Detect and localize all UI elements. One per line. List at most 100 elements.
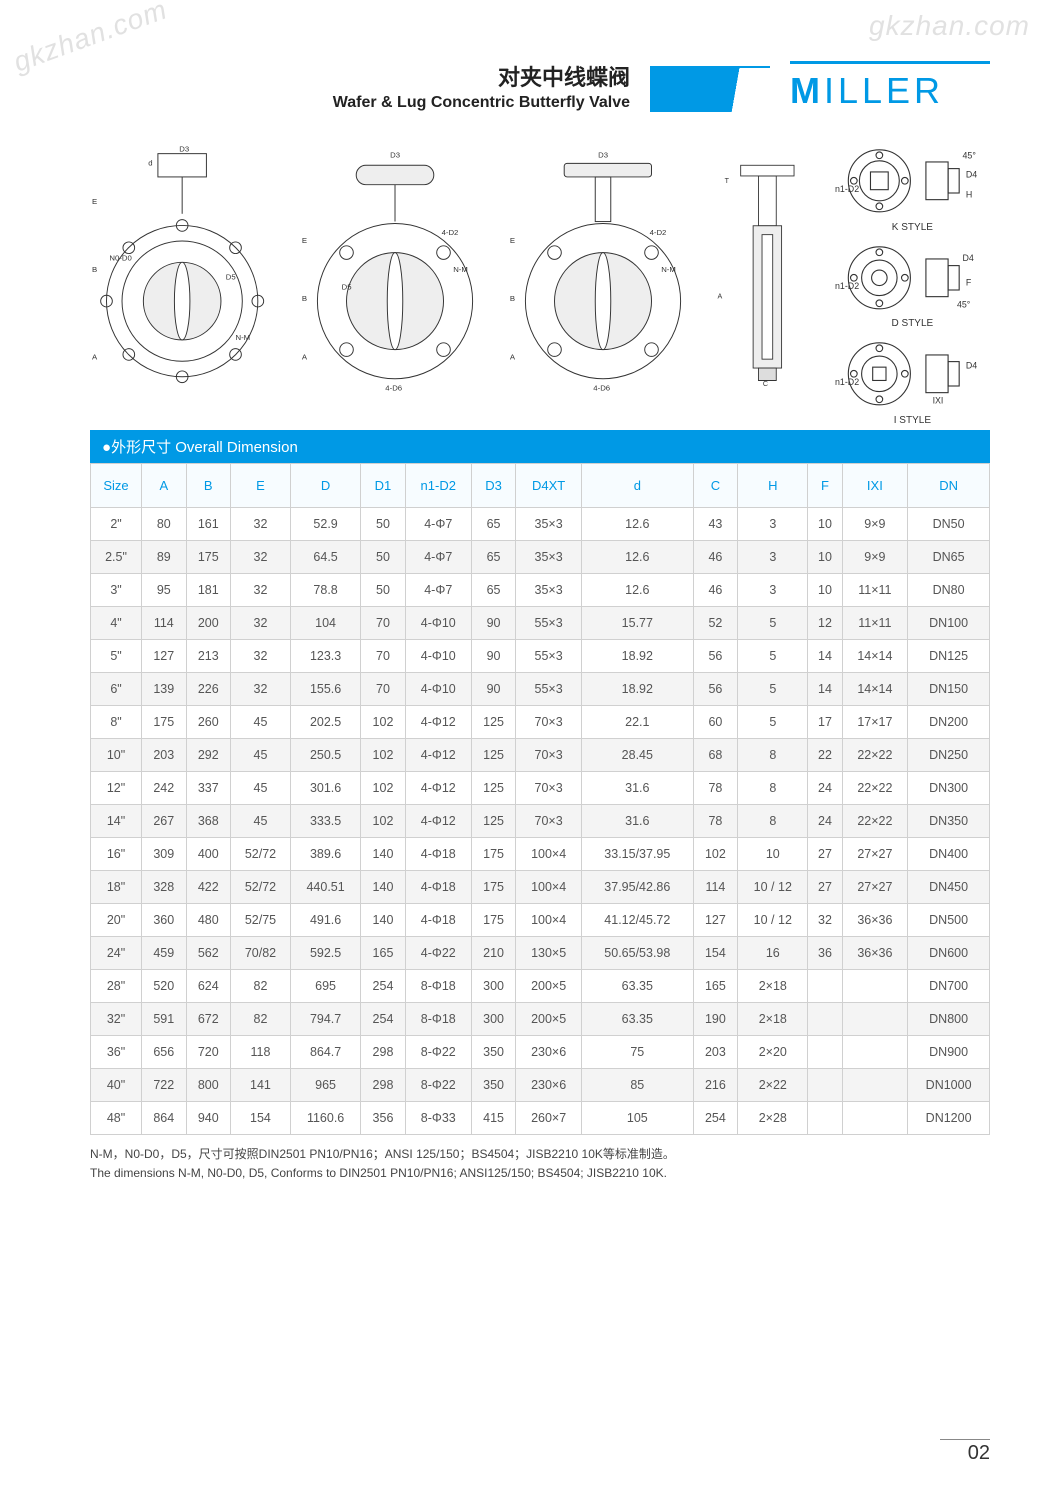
table-cell: 82 [230, 970, 290, 1003]
table-cell: 328 [142, 871, 186, 904]
table-cell: 80 [142, 508, 186, 541]
drawing-lug-front: D3 d E B A N0-D0 D5 N-M [90, 142, 284, 402]
table-cell: 85 [581, 1069, 693, 1102]
table-cell: 155.6 [290, 673, 360, 706]
table-cell: 20" [91, 904, 142, 937]
table-cell: 695 [290, 970, 360, 1003]
table-cell: 298 [361, 1069, 405, 1102]
title-en: Wafer & Lug Concentric Butterfly Valve [90, 94, 630, 112]
table-cell: 90 [471, 640, 515, 673]
table-cell: 267 [142, 805, 186, 838]
table-cell: 70×3 [516, 706, 582, 739]
svg-text:E: E [92, 197, 97, 206]
table-header-cell: D4XT [516, 464, 582, 508]
table-cell: DN250 [908, 739, 990, 772]
table-cell: 11×11 [842, 607, 908, 640]
svg-text:A: A [92, 352, 98, 361]
svg-text:d: d [148, 158, 152, 167]
table-cell: 4-Φ10 [405, 640, 471, 673]
table-cell: 12.6 [581, 508, 693, 541]
table-cell: 213 [186, 640, 230, 673]
table-cell: 254 [693, 1102, 737, 1135]
table-cell: 50 [361, 508, 405, 541]
table-cell: 22 [808, 739, 842, 772]
table-cell: 100×4 [516, 838, 582, 871]
table-row: 16"30940052/72389.61404-Φ18175100×433.15… [91, 838, 990, 871]
table-cell: 36 [808, 937, 842, 970]
table-cell: 181 [186, 574, 230, 607]
brand-logo: MILLER [790, 70, 990, 112]
section-header: ●外形尺寸 Overall Dimension [90, 430, 990, 463]
table-header-cell: DN [908, 464, 990, 508]
table-cell: 78.8 [290, 574, 360, 607]
table-cell: 18" [91, 871, 142, 904]
table-cell: 35×3 [516, 574, 582, 607]
table-cell: 70×3 [516, 739, 582, 772]
table-cell: 422 [186, 871, 230, 904]
page-number: 02 [940, 1439, 990, 1465]
svg-text:D4: D4 [962, 253, 973, 263]
table-header-cell: D3 [471, 464, 515, 508]
svg-text:H: H [966, 189, 972, 199]
table-cell: 63.35 [581, 970, 693, 1003]
table-cell: 175 [471, 871, 515, 904]
table-cell: 4-Φ7 [405, 574, 471, 607]
svg-text:IXI: IXI [932, 396, 943, 406]
table-row: 8"17526045202.51024-Φ1212570×322.1605171… [91, 706, 990, 739]
table-cell: 114 [693, 871, 737, 904]
drawing-side-view: T A C [714, 142, 821, 402]
table-cell: 36×36 [842, 937, 908, 970]
table-row: 20"36048052/75491.61404-Φ18175100×441.12… [91, 904, 990, 937]
table-cell: 5 [738, 706, 808, 739]
table-cell: DN50 [908, 508, 990, 541]
table-cell: 4-Φ12 [405, 772, 471, 805]
table-cell: 440.51 [290, 871, 360, 904]
table-cell: 24 [808, 772, 842, 805]
table-cell: 125 [471, 739, 515, 772]
table-cell: 127 [693, 904, 737, 937]
table-cell: 37.95/42.86 [581, 871, 693, 904]
table-cell: 722 [142, 1069, 186, 1102]
table-row: 48"8649401541160.63568-Φ33415260×7105254… [91, 1102, 990, 1135]
table-cell: 491.6 [290, 904, 360, 937]
table-cell: 8" [91, 706, 142, 739]
table-cell: 15.77 [581, 607, 693, 640]
table-cell: 175 [142, 706, 186, 739]
table-cell: 10 [808, 508, 842, 541]
table-cell: 4-Φ12 [405, 739, 471, 772]
table-row: 2"801613252.9504-Φ76535×312.6433109×9DN5… [91, 508, 990, 541]
table-body: 2"801613252.9504-Φ76535×312.6433109×9DN5… [91, 508, 990, 1135]
table-cell: 28" [91, 970, 142, 1003]
brand-first-letter: M [790, 70, 824, 111]
table-cell [808, 1069, 842, 1102]
table-cell: 27×27 [842, 871, 908, 904]
table-cell: 4-Φ10 [405, 673, 471, 706]
table-cell: 562 [186, 937, 230, 970]
svg-text:N0-D0: N0-D0 [109, 253, 131, 262]
table-cell: 14×14 [842, 673, 908, 706]
table-header-cell: H [738, 464, 808, 508]
table-cell: 12.6 [581, 541, 693, 574]
table-cell: 8 [738, 805, 808, 838]
table-cell: 200 [186, 607, 230, 640]
table-cell: 965 [290, 1069, 360, 1102]
table-row: 4"11420032104704-Φ109055×315.775251211×1… [91, 607, 990, 640]
drawing-wafer-front-1: D3 4-D2 N-M D5 4-D6 E B A [298, 142, 492, 402]
table-cell: 65 [471, 574, 515, 607]
table-cell: 260 [186, 706, 230, 739]
table-cell: 31.6 [581, 805, 693, 838]
table-cell: 2" [91, 508, 142, 541]
svg-text:N-M: N-M [236, 333, 251, 342]
svg-text:4-D6: 4-D6 [385, 383, 402, 392]
svg-text:45°: 45° [957, 299, 971, 309]
table-row: 2.5"891753264.5504-Φ76535×312.6463109×9D… [91, 541, 990, 574]
table-cell: 5 [738, 640, 808, 673]
table-cell: DN350 [908, 805, 990, 838]
table-cell: 48" [91, 1102, 142, 1135]
table-cell: 46 [693, 574, 737, 607]
table-cell: 4-Φ7 [405, 541, 471, 574]
table-cell: 292 [186, 739, 230, 772]
table-cell: DN400 [908, 838, 990, 871]
table-cell: 210 [471, 937, 515, 970]
table-cell: 2×22 [738, 1069, 808, 1102]
